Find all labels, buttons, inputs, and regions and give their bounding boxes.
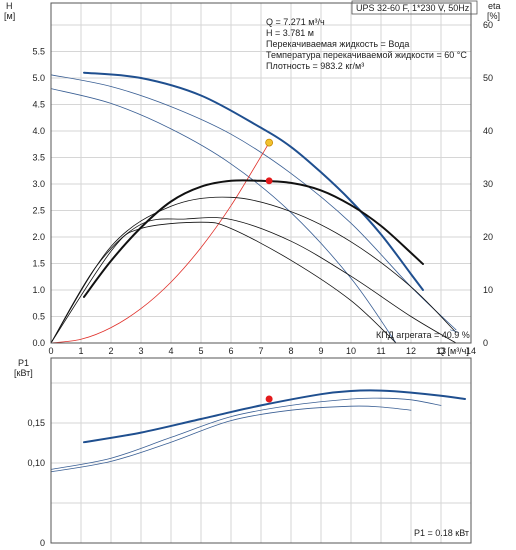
efficiency-speed-2-curve bbox=[50, 196, 457, 344]
x-tick-label: 5 bbox=[198, 346, 203, 356]
p1-axis-unit: [кВт] bbox=[14, 368, 33, 378]
system-curve-curve bbox=[50, 142, 270, 344]
head-chart-grid bbox=[50, 3, 472, 344]
head-speed-2-curve bbox=[50, 74, 457, 331]
y-tick-label: 5.5 bbox=[32, 47, 45, 57]
title-box bbox=[351, 0, 478, 15]
y2-tick-label: 40 bbox=[483, 126, 493, 136]
x-tick-label: 4 bbox=[168, 346, 173, 356]
y-tick-label: 4.5 bbox=[32, 100, 45, 110]
p1-axis-label: P1 bbox=[18, 358, 29, 368]
efficiency-label: КПД агрегата = 40.9 % bbox=[376, 330, 470, 340]
head-speed-3-curve bbox=[83, 71, 424, 291]
y-tick-label: 2.5 bbox=[32, 206, 45, 216]
power-chart-axes bbox=[50, 357, 472, 544]
head-chart-axes bbox=[50, 0, 478, 344]
head-speed-1-curve bbox=[50, 88, 397, 344]
power-speed-2-curve bbox=[50, 397, 442, 470]
x-tick-label: 2 bbox=[108, 346, 113, 356]
y2-tick-label: 20 bbox=[483, 232, 493, 242]
y-axis-unit: [м] bbox=[4, 11, 15, 21]
info-line: Температура перекачиваемой жидкости = 60… bbox=[266, 50, 467, 60]
info-line: Q = 7.271 м³/ч bbox=[266, 17, 325, 27]
power-speed-1-curve bbox=[50, 405, 412, 473]
y-tick-label: 0.0 bbox=[32, 338, 45, 348]
y-tick-label: 4.0 bbox=[32, 126, 45, 136]
power-speed-3-curve bbox=[83, 389, 466, 444]
info-line: Перекачиваемая жидкость = Вода bbox=[266, 39, 409, 49]
x-tick-label: 10 bbox=[346, 346, 356, 356]
y-tick-label: 1.0 bbox=[32, 285, 45, 295]
head-duty-point bbox=[265, 138, 274, 147]
x-tick-label: 3 bbox=[138, 346, 143, 356]
power-duty-point bbox=[265, 395, 273, 403]
y-axis-label: H bbox=[6, 1, 13, 11]
efficiency-speed-1b-curve bbox=[50, 217, 457, 344]
plot-frame bbox=[50, 357, 472, 544]
y-tick-label: 0.5 bbox=[32, 312, 45, 322]
x-axis-label: Q [м³/ч] bbox=[438, 346, 469, 356]
power-chart-grid bbox=[50, 358, 472, 543]
y2-tick-label: 50 bbox=[483, 73, 493, 83]
p1-tick-label: 0,10 bbox=[27, 458, 45, 468]
y-tick-label: 3.0 bbox=[32, 179, 45, 189]
label-leader bbox=[449, 329, 460, 333]
chart-title: UPS 32-60 F, 1*230 V, 50Hz bbox=[356, 3, 470, 13]
y2-tick-label: 30 bbox=[483, 179, 493, 189]
y2-tick-label: 60 bbox=[483, 20, 493, 30]
x-tick-label: 14 bbox=[466, 346, 476, 356]
x-tick-label: 12 bbox=[406, 346, 416, 356]
power-label: P1 = 0.18 кВт bbox=[414, 528, 469, 538]
x-tick-label: 13 bbox=[436, 346, 446, 356]
y2-axis-unit: [%] bbox=[487, 11, 500, 21]
info-line: H = 3.781 м bbox=[266, 28, 314, 38]
power-chart-curves bbox=[50, 389, 466, 473]
efficiency-speed-3-curve bbox=[83, 179, 424, 298]
y2-tick-label: 10 bbox=[483, 285, 493, 295]
head-chart-curves bbox=[50, 71, 460, 344]
y-tick-label: 5.0 bbox=[32, 73, 45, 83]
x-tick-label: 8 bbox=[288, 346, 293, 356]
p1-tick-label: 0,15 bbox=[27, 418, 45, 428]
efficiency-speed-1-curve bbox=[50, 221, 397, 344]
x-tick-label: 0 bbox=[48, 346, 53, 356]
x-tick-label: 1 bbox=[78, 346, 83, 356]
y-tick-label: 1.5 bbox=[32, 259, 45, 269]
info-line: Плотность = 983.2 кг/м³ bbox=[266, 61, 364, 71]
plot-frame bbox=[50, 2, 472, 344]
efficiency-duty-point bbox=[265, 177, 273, 185]
x-tick-label: 9 bbox=[318, 346, 323, 356]
y2-axis-label: eta bbox=[488, 1, 501, 11]
chart-text: 0 1 2 3 4 5 6 7 8 9 10 11 12 13 140.00.51.01.52.02.53.… bbox=[4, 1, 501, 548]
y-tick-label: 2.0 bbox=[32, 232, 45, 242]
p1-tick-label: 0 bbox=[40, 538, 45, 548]
y-tick-label: 3.5 bbox=[32, 153, 45, 163]
x-tick-label: 11 bbox=[376, 346, 385, 356]
x-tick-label: 6 bbox=[228, 346, 233, 356]
y2-tick-label: 0 bbox=[483, 338, 488, 348]
x-tick-label: 7 bbox=[258, 346, 263, 356]
